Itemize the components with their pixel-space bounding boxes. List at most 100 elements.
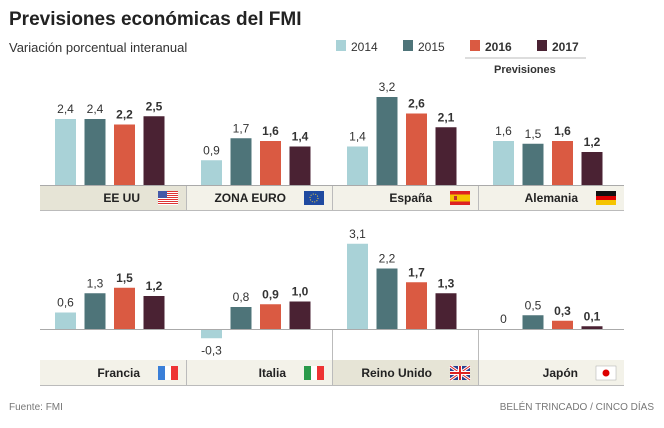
bar-2016 [406,113,427,185]
data-label-2015: 1,3 [87,276,104,290]
chart-title: Previsiones económicas del FMI [9,9,302,30]
category-label: EE UU [103,191,140,205]
group-japón: Japón 0 0,5 0,3 0,1 [478,298,624,386]
data-label-2014: 3,1 [349,227,366,241]
group-francia: Francia 0,6 1,3 1,5 1,2 [40,271,186,386]
data-label-2014: 0 [500,312,507,326]
bar-2016 [260,304,281,329]
data-label-2015: 1,7 [233,121,250,135]
data-label-2017: 1,3 [438,276,455,290]
legend-label-2017: 2017 [552,40,579,54]
panel-1: EE UU 2,4 2,4 2,2 2,5 ZONA EURO 0,9 1,7 1,6 1,4 Es… [40,80,624,211]
data-label-2016: 1,5 [116,271,133,285]
bar-2014 [55,119,76,185]
bar-2017 [143,296,165,329]
legend: 2014 2015 2016 2017 [336,40,579,54]
data-label-2017: 1,2 [584,135,601,149]
bar-2015 [376,97,398,185]
bar-2015 [230,307,252,329]
uk-flag-icon [449,364,471,382]
bar-2016 [552,320,573,329]
bar-2014 [55,312,76,329]
bar-2015 [522,315,544,329]
credit-text: BELÉN TRINCADO / CINCO DÍAS [500,400,655,413]
group-reino-unido: Reino Unido 3,1 2,2 1,7 1,3 [332,227,478,386]
data-label-2016: 0,9 [262,287,279,301]
bar-2014 [201,160,222,185]
group-españa: España 1,4 3,2 2,6 2,1 [332,80,478,211]
bars-group: EE UU 2,4 2,4 2,2 2,5 ZONA EURO 0,9 1,7 1,6 1,4 Es… [40,80,624,386]
bar-2016 [552,141,573,185]
data-label-2014: -0,3 [201,343,222,357]
bar-2017 [435,127,457,185]
group-ee-uu: EE UU 2,4 2,4 2,2 2,5 [40,99,186,211]
data-label-2017: 2,1 [438,110,455,124]
data-label-2016: 2,2 [116,108,133,122]
data-label-2016: 0,3 [554,304,571,318]
data-label-2015: 2,4 [87,102,104,116]
bar-2016 [114,287,135,329]
legend-swatch-2017 [537,40,547,51]
bar-2017 [581,152,603,185]
category-label: Italia [259,366,287,380]
spain-flag-icon [450,191,470,205]
legend-swatch-2015 [403,40,413,51]
data-label-2015: 0,5 [525,298,542,312]
legend-label-2014: 2014 [351,40,378,54]
group-zona-euro: ZONA EURO 0,9 1,7 1,6 1,4 [186,121,332,211]
data-label-2015: 1,5 [525,127,542,141]
bar-2016 [406,282,427,329]
legend-label-2015: 2015 [418,40,445,54]
legend-label-2016: 2016 [485,40,512,54]
source-text: Fuente: FMI [9,402,63,413]
data-label-2015: 0,8 [233,290,250,304]
data-label-2015: 2,2 [379,252,396,266]
bar-2014 [347,146,368,185]
data-label-2014: 2,4 [57,102,74,116]
germany-flag-icon [596,191,616,205]
bar-2015 [230,138,252,185]
bar-2017 [289,301,311,329]
bar-2015 [84,293,106,329]
france-flag-icon [158,366,178,380]
bar-2014 [201,330,222,339]
panel-2: Francia 0,6 1,3 1,5 1,2 Italia -0,3 0,8 0,9 1,0 Re… [40,227,624,386]
data-label-2014: 0,6 [57,296,74,310]
data-label-2014: 1,6 [495,124,512,138]
legend-swatch-2016 [470,40,480,51]
bar-2014 [347,243,368,329]
usa-flag-icon [158,191,178,205]
category-label: Reino Unido [361,366,432,380]
data-label-2017: 1,2 [146,279,163,293]
group-alemania: Alemania 1,6 1,5 1,6 1,2 [478,124,624,211]
group-italia: Italia -0,3 0,8 0,9 1,0 [186,285,332,386]
data-label-2016: 2,6 [408,97,425,111]
bar-2017 [435,293,457,329]
data-label-2014: 0,9 [203,143,220,157]
japan-flag-icon [595,365,617,381]
data-label-2014: 1,4 [349,130,366,144]
category-label: España [389,191,432,205]
data-label-2016: 1,7 [408,265,425,279]
category-label: Japón [543,366,578,380]
data-label-2017: 2,5 [146,99,163,113]
chart-subtitle: Variación porcentual interanual [9,40,187,55]
data-label-2017: 1,4 [292,130,309,144]
data-label-2016: 1,6 [554,124,571,138]
data-label-2017: 1,0 [292,285,309,299]
italy-flag-icon [304,366,324,380]
legend-swatch-2014 [336,40,346,51]
category-label: Francia [97,366,140,380]
bar-2015 [376,268,398,329]
bar-2014 [493,141,514,185]
bar-2015 [84,119,106,185]
bar-2016 [114,124,135,185]
bar-2016 [260,141,281,185]
data-label-2016: 1,6 [262,124,279,138]
bar-2015 [522,143,544,185]
category-label: ZONA EURO [214,191,286,205]
data-label-2017: 0,1 [584,309,601,323]
category-label: Alemania [525,191,579,205]
